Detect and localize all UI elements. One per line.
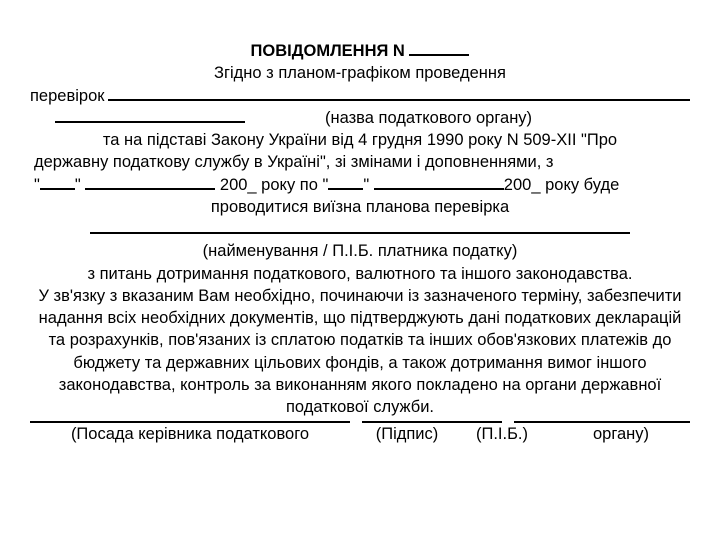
payer-name-blank-line (30, 218, 690, 240)
position-label: (Посада керівника податкового (30, 423, 350, 445)
checks-line: перевірок (30, 85, 690, 107)
day-from-blank (40, 188, 75, 190)
mid: 200_ року по " (215, 176, 328, 194)
checks-blank-1 (108, 99, 690, 101)
payer-name-blank (90, 232, 630, 234)
will-be-held-line: проводитися виїзна планова перевірка (30, 196, 690, 218)
title-number-blank (409, 54, 469, 56)
title-line: ПОВІДОМЛЕННЯ N (30, 40, 690, 62)
month-from-blank (85, 188, 215, 190)
intro-line: Згідно з планом-графіком проведення (30, 62, 690, 84)
organ-label: органу) (552, 423, 690, 445)
tail: 200_ року буде (504, 176, 619, 194)
q1b: " (75, 176, 85, 194)
month-to-blank (374, 188, 504, 190)
law-line-1: та на підставі Закону України від 4 груд… (30, 129, 690, 151)
main-paragraph: У зв'язку з вказаним Вам необхідно, почи… (30, 285, 690, 419)
checks-blank-2 (55, 121, 245, 123)
checks-word: перевірок (30, 85, 104, 107)
tax-authority-hint: (назва податкового органу) (245, 107, 690, 129)
q1a: " (34, 176, 40, 194)
title-prefix: ПОВІДОМЛЕННЯ N (251, 42, 410, 60)
document-body: ПОВІДОМЛЕННЯ N Згідно з планом-графіком … (30, 40, 690, 445)
law-line-2: державну податкову службу в Україні", зі… (30, 151, 690, 173)
day-to-blank (328, 188, 363, 190)
date-range-line: " " 200_ року по " " 200_ року буде (30, 174, 690, 196)
signature-label: (Підпис) (362, 423, 452, 445)
tax-authority-line: (назва податкового органу) (30, 107, 690, 129)
fullname-label: (П.І.Б.) (452, 423, 552, 445)
q2b: " (363, 176, 373, 194)
signature-labels-row: (Посада керівника податкового (Підпис) (… (30, 423, 690, 445)
subject-line: з питань дотримання податкового, валютно… (30, 263, 690, 285)
payer-name-hint: (найменування / П.І.Б. платника податку) (30, 240, 690, 262)
